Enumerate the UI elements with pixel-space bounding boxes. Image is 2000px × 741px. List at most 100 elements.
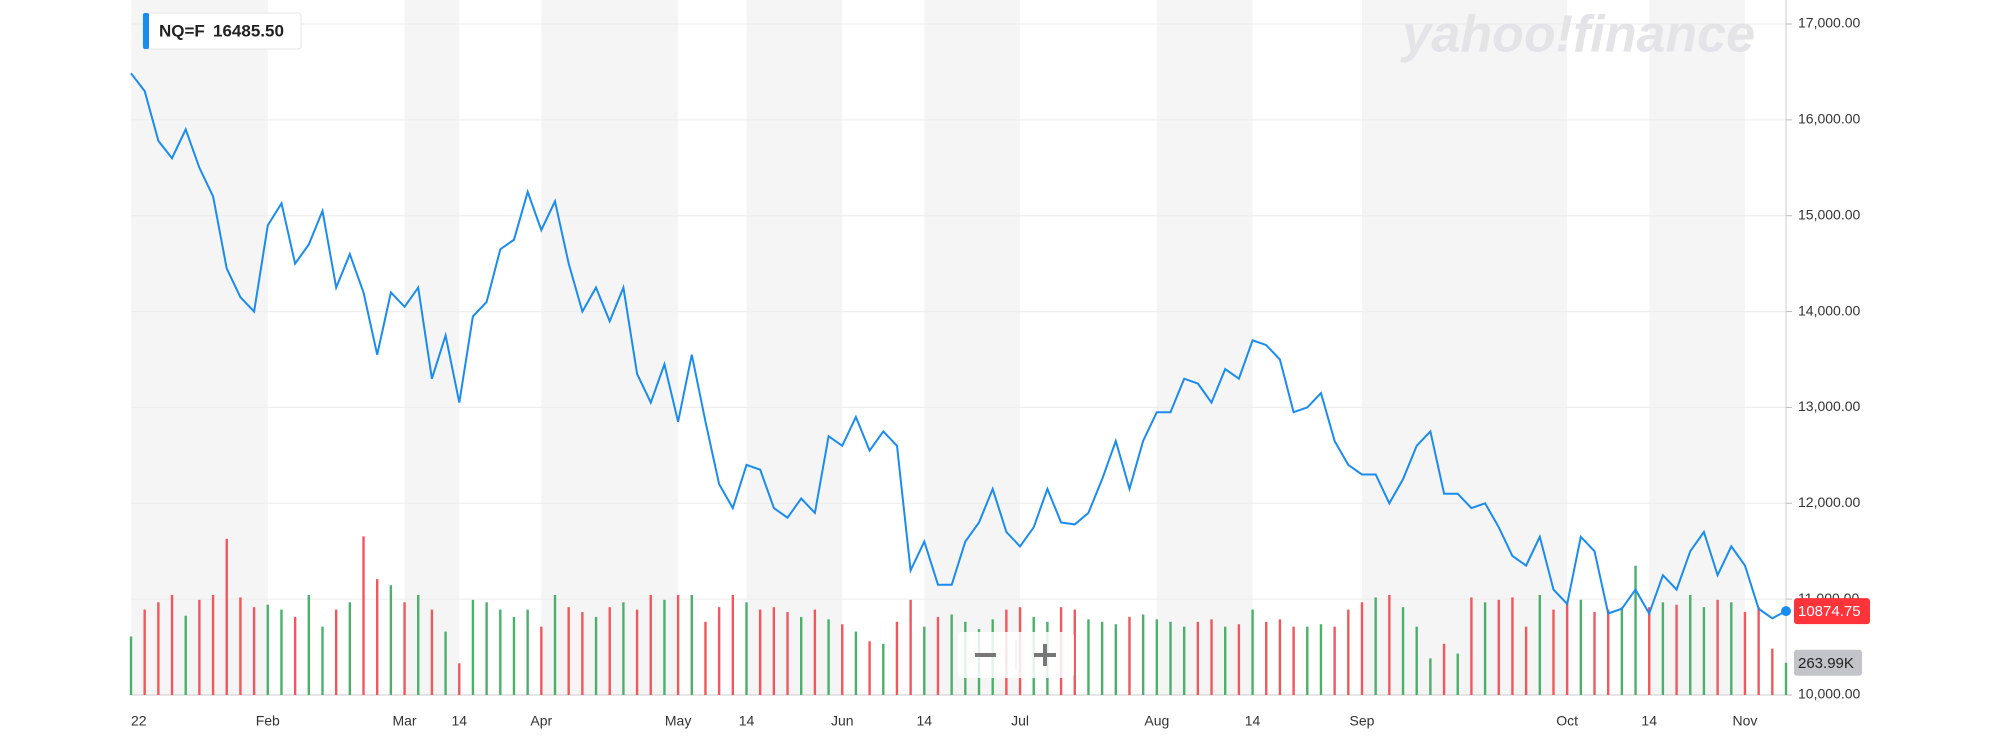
x-tick-label: Apr — [530, 713, 552, 729]
volume-bar — [1730, 602, 1733, 695]
volume-bar — [772, 607, 776, 695]
x-tick-label: 14 — [739, 713, 755, 729]
volume-bar — [567, 607, 570, 695]
x-tick-label: 22 — [131, 713, 147, 729]
volume-bar — [690, 594, 693, 695]
volume-bar — [362, 536, 365, 695]
volume-bar — [1716, 599, 1719, 695]
x-tick-label: Aug — [1144, 713, 1169, 729]
volume-bar — [594, 616, 598, 695]
x-tick-label: Oct — [1556, 713, 1578, 729]
y-tick-label: 10,000.00 — [1798, 686, 1860, 702]
volume-bar — [389, 585, 393, 695]
volume-bar — [1497, 599, 1500, 695]
y-tick-label: 14,000.00 — [1798, 302, 1860, 318]
volume-bar — [1278, 619, 1282, 695]
y-tick-label: 15,000.00 — [1798, 206, 1860, 222]
volume-bar — [512, 616, 516, 695]
volume-bar — [458, 663, 461, 695]
month-band — [131, 0, 268, 695]
volume-bar — [868, 641, 871, 695]
volume-bar — [225, 538, 228, 695]
volume-bar — [841, 624, 844, 695]
volume-bar — [1771, 648, 1774, 695]
volume-bar — [731, 594, 735, 695]
volume-bar — [1224, 626, 1227, 695]
volume-bar — [745, 602, 748, 695]
volume-bar — [1347, 609, 1350, 695]
month-band — [541, 0, 679, 695]
volume-bar — [1128, 616, 1131, 695]
volume-bar — [1333, 626, 1336, 695]
volume-bar — [854, 631, 858, 695]
tooltip-value: 16485.50 — [213, 21, 284, 40]
volume-bar — [1141, 614, 1145, 695]
volume-bar — [239, 597, 242, 695]
volume-bar — [211, 594, 215, 695]
volume-bar — [704, 621, 707, 695]
grid — [131, 0, 1792, 696]
zoom-controls — [958, 632, 1074, 678]
volume-bar — [1210, 619, 1213, 695]
volume-bar — [1100, 621, 1104, 695]
volume-bar — [1265, 621, 1268, 695]
volume-bar — [1196, 621, 1200, 695]
volume-bar — [608, 607, 611, 695]
tooltip: NQ=F 16485.50 — [142, 12, 302, 50]
month-band — [746, 0, 843, 695]
volume-bar — [1483, 602, 1487, 695]
volume-bar — [1415, 626, 1418, 695]
month-bands — [131, 0, 1745, 695]
volume-bar — [1661, 602, 1665, 695]
volume-bar — [1169, 621, 1172, 695]
x-tick-label: Sep — [1350, 713, 1375, 729]
volume-bar — [1511, 597, 1514, 695]
volume-bar — [1593, 612, 1596, 695]
volume-bar — [635, 609, 639, 695]
volume-bar — [1401, 607, 1405, 695]
volume-bar — [800, 616, 803, 695]
volume-bar — [540, 626, 543, 695]
volume-bar — [622, 602, 625, 695]
month-band — [404, 0, 460, 695]
volume-bar — [417, 594, 420, 695]
y-tick-label: 13,000.00 — [1798, 398, 1860, 414]
volume-bar — [923, 626, 926, 695]
volume-bar — [444, 631, 447, 695]
x-tick-label: 14 — [451, 713, 467, 729]
volume-bar — [909, 599, 912, 695]
x-tick-label: 14 — [1641, 713, 1657, 729]
volume-bar — [1648, 607, 1651, 695]
tooltip-accent — [143, 13, 149, 49]
volume-badge — [1794, 649, 1862, 676]
month-band — [924, 0, 1021, 695]
x-tick-label: 14 — [1245, 713, 1261, 729]
volume-bar — [1114, 624, 1117, 695]
price-badge-label: 10874.75 — [1798, 603, 1861, 620]
volume-bar — [1538, 594, 1542, 695]
volume-bar — [1606, 609, 1610, 695]
volume-bar — [198, 599, 201, 695]
plot: 10,000.0011,000.0012,000.0013,000.0014,0… — [130, 15, 1870, 729]
month-band — [1361, 0, 1568, 695]
volume-bar — [882, 643, 885, 695]
volume-bar — [499, 609, 502, 695]
volume-bar — [758, 609, 762, 695]
volume-bar — [1470, 597, 1473, 695]
volume-bar — [1251, 609, 1254, 695]
volume-bar — [553, 594, 557, 695]
price-line — [130, 72, 1787, 620]
volume-bar — [1524, 626, 1528, 695]
x-tick-label: Jul — [1011, 713, 1029, 729]
volume-bar — [1579, 599, 1583, 695]
volume-bar — [1087, 619, 1090, 695]
watermark: yahoo!finance — [1400, 6, 1756, 64]
volume-bar — [1374, 597, 1377, 695]
volume-bar — [1565, 602, 1569, 695]
volume-bar — [1675, 604, 1678, 695]
volume-bar — [143, 609, 146, 695]
volume-bar — [321, 626, 324, 695]
volume-bar — [1634, 565, 1637, 695]
x-tick-label: Feb — [256, 713, 280, 729]
